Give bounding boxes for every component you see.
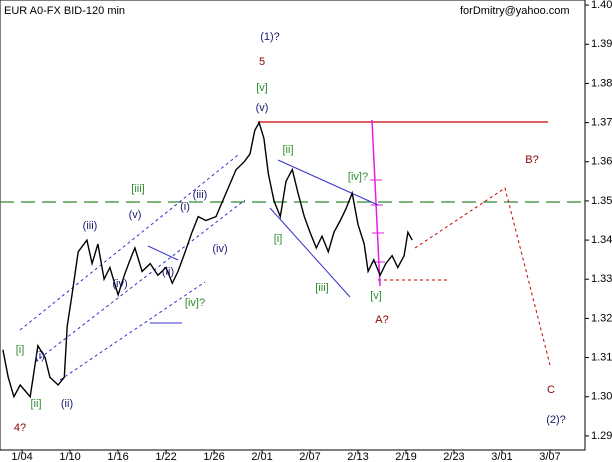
wave-label: [iii]	[131, 183, 144, 195]
wave-label: (v)	[256, 102, 269, 114]
y-tick-label: 1.34	[591, 234, 612, 246]
wave-label: [iv]?	[185, 297, 205, 309]
wave-label: (iv)	[212, 243, 227, 255]
y-tick-label: 1.31	[591, 351, 612, 363]
x-tick-label: 2/23	[443, 451, 464, 462]
y-tick-label: 1.36	[591, 156, 612, 168]
wave-label: [iii]	[315, 282, 328, 294]
x-tick-label: 1/22	[155, 451, 176, 462]
wave-label: A?	[375, 314, 388, 326]
plot-frame	[0, 0, 586, 451]
y-tick-label: 1.35	[591, 195, 612, 207]
y-tick-label: 1.32	[591, 312, 612, 324]
wave-label: (iv)	[112, 278, 127, 290]
x-tick-label: 2/07	[299, 451, 320, 462]
x-tick-label: 2/01	[251, 451, 272, 462]
chart-title: EUR A0-FX BID-120 min	[4, 5, 125, 17]
wave-label: (i)	[35, 350, 45, 362]
y-tick-label: 1.33	[591, 273, 612, 285]
x-tick-label: 2/13	[347, 451, 368, 462]
watermark: forDmitry@yahoo.com	[460, 5, 570, 17]
x-tick-label: 3/01	[491, 451, 512, 462]
wave-label: [ii]	[283, 144, 294, 156]
x-tick-label: 3/07	[539, 451, 560, 462]
wave-label: [v]	[256, 82, 268, 94]
forecast-line	[414, 187, 551, 366]
x-tick-label: 1/10	[59, 451, 80, 462]
wave-label: (v)	[129, 209, 142, 221]
wave-label: 5	[259, 56, 265, 68]
wave-label: (2)?	[546, 414, 566, 426]
wave-label: [v]	[370, 290, 382, 302]
wave-label: (i)	[180, 201, 190, 213]
wave-label: [i]	[16, 344, 25, 356]
wave-label: [iv]?	[348, 171, 368, 183]
x-tick-label: 1/16	[107, 451, 128, 462]
wave-label: (1)?	[260, 31, 280, 43]
wave-label: (ii)	[162, 266, 174, 278]
channel	[19, 154, 246, 381]
y-tick-label: 1.38	[591, 77, 612, 89]
x-tick-label: 2/19	[395, 451, 416, 462]
x-tick-label: 1/26	[203, 451, 224, 462]
y-tick-label: 1.40	[591, 0, 612, 11]
y-tick-label: 1.39	[591, 38, 612, 50]
wave-label: B?	[525, 154, 538, 166]
wave-label: (iii)	[193, 189, 208, 201]
y-tick-label: 1.29	[591, 430, 612, 442]
wave-label: C	[547, 384, 555, 396]
wedge	[147, 159, 379, 324]
wave-lines	[0, 119, 585, 381]
wave-label: (iii)	[83, 220, 98, 232]
wave-label: (ii)	[61, 398, 73, 410]
price-line	[2, 120, 413, 399]
x-tick-label: 1/04	[11, 451, 32, 462]
wave-label: [ii]	[31, 398, 42, 410]
wave-label: 4?	[14, 422, 26, 434]
y-tick-label: 1.37	[591, 116, 612, 128]
target-line	[371, 119, 381, 287]
y-tick-label: 1.30	[591, 391, 612, 403]
wave-label: [i]	[274, 233, 283, 245]
